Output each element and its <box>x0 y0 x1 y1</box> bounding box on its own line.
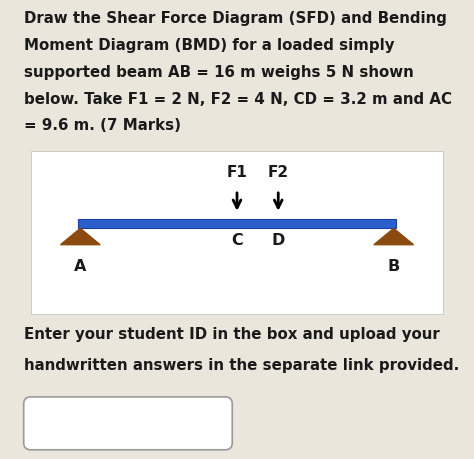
Text: D: D <box>272 232 285 247</box>
FancyBboxPatch shape <box>31 151 443 314</box>
Polygon shape <box>61 229 100 245</box>
Text: B: B <box>388 258 400 273</box>
Text: C: C <box>231 232 243 247</box>
Text: F1: F1 <box>227 164 247 179</box>
Text: Draw the Shear Force Diagram (SFD) and Bending: Draw the Shear Force Diagram (SFD) and B… <box>24 11 447 27</box>
Bar <box>78 219 396 229</box>
Text: below. Take F1 = 2 N, F2 = 4 N, CD = 3.2 m and AC: below. Take F1 = 2 N, F2 = 4 N, CD = 3.2… <box>24 91 452 106</box>
Text: = 9.6 m. (7 Marks): = 9.6 m. (7 Marks) <box>24 118 181 133</box>
Text: supported beam AB = 16 m weighs 5 N shown: supported beam AB = 16 m weighs 5 N show… <box>24 65 413 80</box>
FancyBboxPatch shape <box>24 397 232 450</box>
Text: Enter your student ID in the box and upload your: Enter your student ID in the box and upl… <box>24 326 439 341</box>
Text: F2: F2 <box>268 164 289 179</box>
Text: handwritten answers in the separate link provided.: handwritten answers in the separate link… <box>24 357 459 372</box>
Text: Moment Diagram (BMD) for a loaded simply: Moment Diagram (BMD) for a loaded simply <box>24 38 394 53</box>
Polygon shape <box>374 229 413 245</box>
Text: A: A <box>74 258 86 273</box>
